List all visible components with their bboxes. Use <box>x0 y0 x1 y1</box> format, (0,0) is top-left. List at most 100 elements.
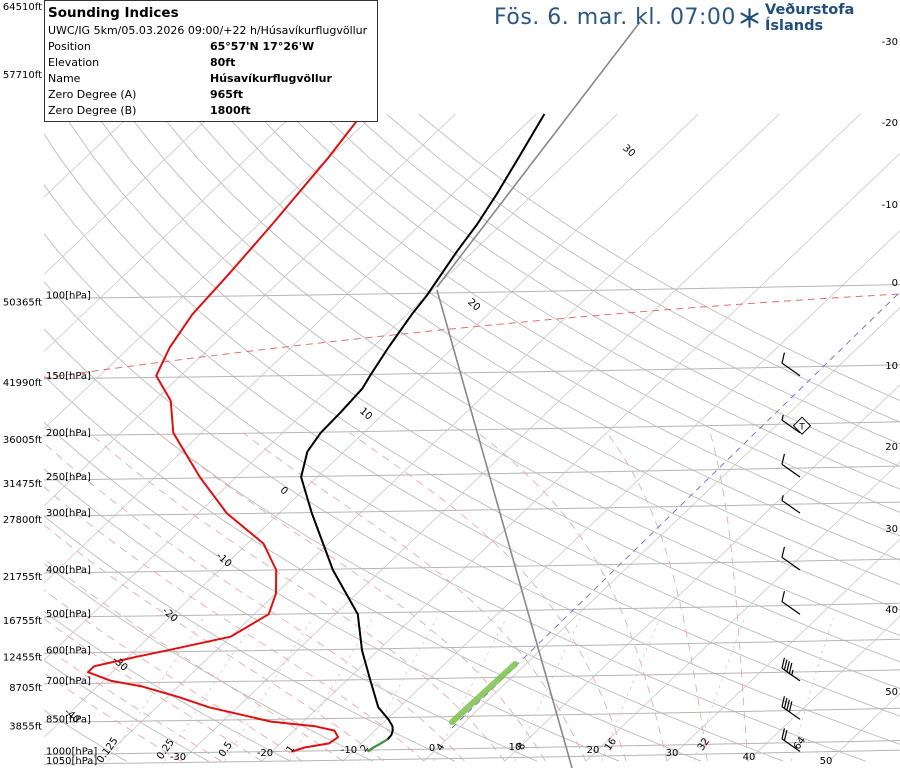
wind-barb <box>781 657 801 682</box>
wind-barb-flag <box>783 697 788 709</box>
wind-barb-half-flag <box>781 414 784 421</box>
isotherm-line <box>44 113 699 738</box>
dry-adiabat <box>44 709 127 762</box>
pressure-tick-label: 400[hPa] <box>46 565 91 576</box>
isobar-line <box>44 501 900 517</box>
wind-barb <box>781 590 801 615</box>
right-axis-label: 0 <box>892 278 898 289</box>
right-axis-label: 20 <box>885 442 898 453</box>
isotherm-line <box>44 113 537 584</box>
dry-adiabat <box>63 113 900 663</box>
dry-adiabat <box>44 183 900 717</box>
isotherm-line <box>44 113 456 507</box>
wind-barb-staff <box>781 556 801 571</box>
wind-barb-half-flag <box>791 669 794 676</box>
mixing-ratio-label: 16 <box>603 736 619 753</box>
bottom-temperature-label: 10 <box>509 742 522 753</box>
mixing-ratio-label: 4 <box>435 742 448 754</box>
isobar-line <box>44 465 900 481</box>
isobar-line <box>44 749 900 765</box>
mixing-ratio-label: 2 <box>359 743 372 755</box>
mixing-ratio-line <box>359 618 438 762</box>
info-label: Position <box>48 40 91 53</box>
bottom-temperature-label: 30 <box>666 748 679 759</box>
right-axis-label: 50 <box>885 687 898 698</box>
pressure-tick-label: 200[hPa] <box>46 428 91 439</box>
mixing-ratio-line <box>224 617 313 762</box>
mixing-ratio-line <box>601 618 661 762</box>
isobar-line <box>44 638 900 654</box>
tropopause-marker <box>792 416 812 435</box>
dry-adiabat <box>160 113 900 586</box>
altitude-tick-label: 41990ft <box>3 378 42 389</box>
moist-adiabat <box>242 432 587 762</box>
isotherm-line <box>747 615 900 762</box>
brand-logo[interactable]: Veðurstofa Íslands <box>738 2 900 34</box>
valid-time: Fös. 6. mar. kl. 07:00 <box>494 5 736 30</box>
info-label: Zero Degree (B) <box>48 104 137 117</box>
info-label: Elevation <box>48 56 100 69</box>
wind-barb-flag <box>788 701 793 712</box>
panel-title: Sounding Indices <box>48 5 179 21</box>
isobar-line <box>44 602 900 618</box>
moist-adiabat <box>44 524 384 762</box>
wind-barb-staff <box>781 601 801 615</box>
isotherm-line <box>44 113 294 353</box>
tropopause-label: T <box>798 423 805 433</box>
altitude-tick-label: 21755ft <box>3 572 42 583</box>
dry-adiabat <box>44 328 784 762</box>
wind-barb-flag <box>783 659 788 671</box>
wind-barb-half-flag <box>781 495 784 501</box>
isotherm-line <box>180 113 861 762</box>
isotherm-line <box>423 307 900 762</box>
altitude-tick-label: 57710ft <box>3 70 42 81</box>
dry-adiabat <box>418 113 900 402</box>
wind-barb <box>781 495 801 514</box>
wind-barb-staff <box>781 362 801 377</box>
dry-adiabat <box>95 113 900 636</box>
right-axis-label: 40 <box>885 605 898 616</box>
wind-barb-staff <box>781 667 801 682</box>
pressure-tick-label: 150[hPa] <box>46 371 91 382</box>
wind-barb <box>781 414 801 434</box>
isotherm-label: -30 <box>110 655 130 674</box>
wind-barb-flag <box>783 729 788 741</box>
wind-barb-flag <box>781 453 786 465</box>
isotherm-line <box>261 152 900 762</box>
dry-adiabat <box>321 113 900 467</box>
wind-barb-staff <box>781 738 801 752</box>
dry-adiabat <box>224 113 900 537</box>
wind-barb-flag <box>781 546 786 558</box>
wind-barb <box>781 453 801 478</box>
altitude-tick-label: 12455ft <box>3 652 42 663</box>
dry-adiabat <box>44 132 900 690</box>
dry-adiabat <box>44 610 291 762</box>
dry-adiabat <box>353 113 900 445</box>
wind-barb-staff <box>781 706 801 720</box>
snowflake-icon <box>740 8 759 28</box>
dry-adiabat <box>289 113 900 490</box>
wind-barb-flag <box>781 657 786 669</box>
isobar-line <box>44 284 900 299</box>
info-label: Name <box>48 72 81 85</box>
dry-adiabat <box>44 375 702 762</box>
bottom-temperature-label: -20 <box>257 748 273 759</box>
wind-barb-flag <box>781 696 786 707</box>
sounding-indices-panel: Sounding Indices UWC/IG 5km/05.03.2026 0… <box>44 0 378 122</box>
isotherm-line <box>44 113 375 430</box>
wind-barb <box>781 696 801 720</box>
isotherm-line <box>44 113 213 275</box>
right-axis-label: 30 <box>885 524 898 535</box>
altitude-tick-label: 3855ft <box>9 721 42 732</box>
moist-adiabat <box>89 432 506 762</box>
isotherm-label: 10 <box>357 406 374 423</box>
dry-adiabat <box>44 421 620 762</box>
dry-adiabat <box>44 659 209 762</box>
parcel-path-upper <box>436 21 641 288</box>
model-run-line: UWC/IG 5km/05.03.2026 09:00/+22 h/Húsaví… <box>48 24 368 37</box>
moist-adiabat <box>478 432 668 762</box>
parcel-path-lower <box>436 289 573 768</box>
isotherm-label: 0 <box>278 485 290 497</box>
wind-barb-staff <box>781 499 801 514</box>
